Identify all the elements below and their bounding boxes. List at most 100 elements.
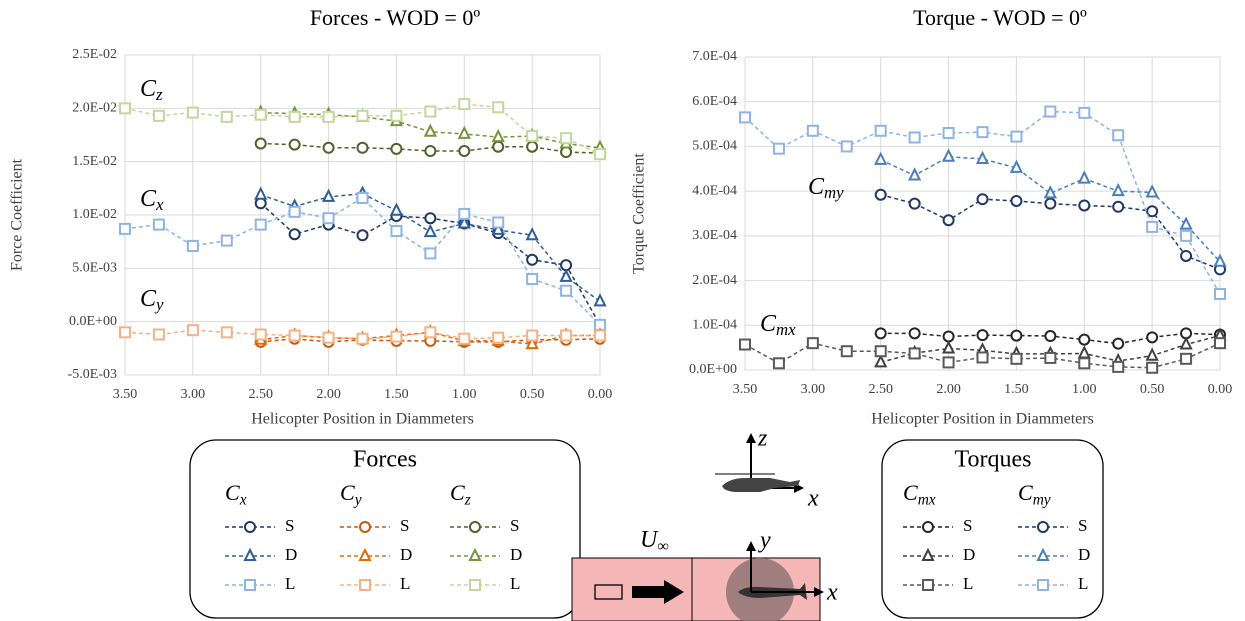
series-annotation: Cx <box>140 186 164 214</box>
marker <box>1214 337 1226 350</box>
subscript: z <box>155 85 163 104</box>
x-tick-label: 0.00 <box>588 387 613 402</box>
forces-legend-box <box>189 439 581 619</box>
marker <box>1180 352 1193 365</box>
side-view <box>715 433 804 493</box>
series-annotation: Cmy <box>808 174 844 202</box>
marker <box>1180 249 1193 262</box>
marker <box>288 110 301 123</box>
y-tick-label: 1.0E-02 <box>72 207 117 222</box>
marker <box>288 205 301 218</box>
x-tick-label: 2.00 <box>936 382 961 397</box>
subscript: x <box>155 195 164 214</box>
marker <box>976 329 989 342</box>
x-label: x <box>807 486 819 512</box>
symbol: C <box>140 76 157 102</box>
marker <box>1078 357 1091 370</box>
symbol: C <box>140 186 157 212</box>
series-annotation: Cy <box>140 286 164 314</box>
legend-swatch-marker <box>244 521 256 533</box>
x-tick-label: 2.50 <box>248 387 273 402</box>
marker <box>908 347 921 360</box>
legend-swatch-marker <box>921 547 935 561</box>
subscript: y <box>353 491 362 508</box>
marker <box>526 273 539 285</box>
y-tick-label: 5.0E-03 <box>72 261 117 276</box>
marker <box>457 215 471 229</box>
legend-label: S <box>1078 516 1087 535</box>
marker <box>1044 330 1057 343</box>
marker <box>458 145 471 157</box>
marker <box>1044 105 1057 118</box>
marker <box>389 202 404 216</box>
marker <box>220 326 233 339</box>
marker <box>560 132 573 145</box>
legend-swatch-marker <box>359 579 371 591</box>
x-tick-label: 3.50 <box>113 387 138 402</box>
marker <box>1043 185 1057 199</box>
marker <box>908 327 921 340</box>
marker <box>492 331 505 344</box>
marker <box>423 123 437 137</box>
symbol: C <box>140 286 157 312</box>
chart-title: Torque - WOD = 0º <box>913 5 1087 30</box>
marker <box>975 150 990 164</box>
marker <box>526 253 539 266</box>
x-tick-label: 2.00 <box>316 387 341 402</box>
y-tick-label: 6.0E-04 <box>692 94 737 109</box>
marker <box>874 151 888 165</box>
legend-label: S <box>400 516 409 535</box>
y-axis-label: Force Coefficient <box>9 158 26 271</box>
marker <box>288 138 301 151</box>
x-tick-label: 0.50 <box>1140 382 1165 397</box>
marker <box>186 106 199 119</box>
y-tick-label: 2.0E-04 <box>692 273 737 288</box>
marker <box>356 141 369 154</box>
marker <box>908 131 921 144</box>
marker <box>390 109 403 122</box>
marker <box>458 207 471 220</box>
marker <box>942 127 955 140</box>
marker <box>874 354 888 368</box>
marker <box>424 247 437 260</box>
marker <box>492 101 505 114</box>
marker <box>1214 287 1226 300</box>
marker <box>1010 194 1023 207</box>
marker <box>1145 347 1159 361</box>
symbol: C <box>225 480 240 505</box>
marker <box>1146 361 1159 374</box>
marker <box>1111 182 1125 197</box>
marker <box>560 284 573 297</box>
marker <box>526 329 539 342</box>
y-axis-label: Torque Coefficient <box>631 153 648 274</box>
marker <box>424 212 437 225</box>
marker <box>322 110 335 123</box>
marker <box>491 128 505 143</box>
marker <box>1009 159 1024 173</box>
marker <box>840 140 853 153</box>
legend-label: D <box>285 545 297 564</box>
y-tick-label: 5.0E-04 <box>692 139 737 154</box>
marker <box>942 330 955 343</box>
marker <box>976 126 989 139</box>
legend-group: Cmx <box>903 480 936 508</box>
y-tick-label: -5.0E-03 <box>68 367 117 382</box>
x-tick-label: 1.50 <box>384 387 409 402</box>
y-tick-label: 4.0E-04 <box>692 183 737 198</box>
marker <box>119 326 131 339</box>
symbol: C <box>1018 480 1033 505</box>
y-tick-label: 1.0E-04 <box>692 318 737 333</box>
marker <box>593 293 607 307</box>
marker <box>1146 331 1159 344</box>
y-tick-label: 7.0E-04 <box>692 49 737 64</box>
marker <box>594 148 606 161</box>
legend-label: S <box>963 516 972 535</box>
legend-swatch-marker <box>469 521 481 533</box>
marker <box>1179 216 1193 230</box>
marker <box>1213 253 1227 267</box>
marker <box>1077 345 1091 359</box>
freestream-label: U∞ <box>640 527 669 555</box>
z-label: z <box>757 426 768 452</box>
marker <box>424 105 437 118</box>
legend-title: Torques <box>955 447 1032 473</box>
